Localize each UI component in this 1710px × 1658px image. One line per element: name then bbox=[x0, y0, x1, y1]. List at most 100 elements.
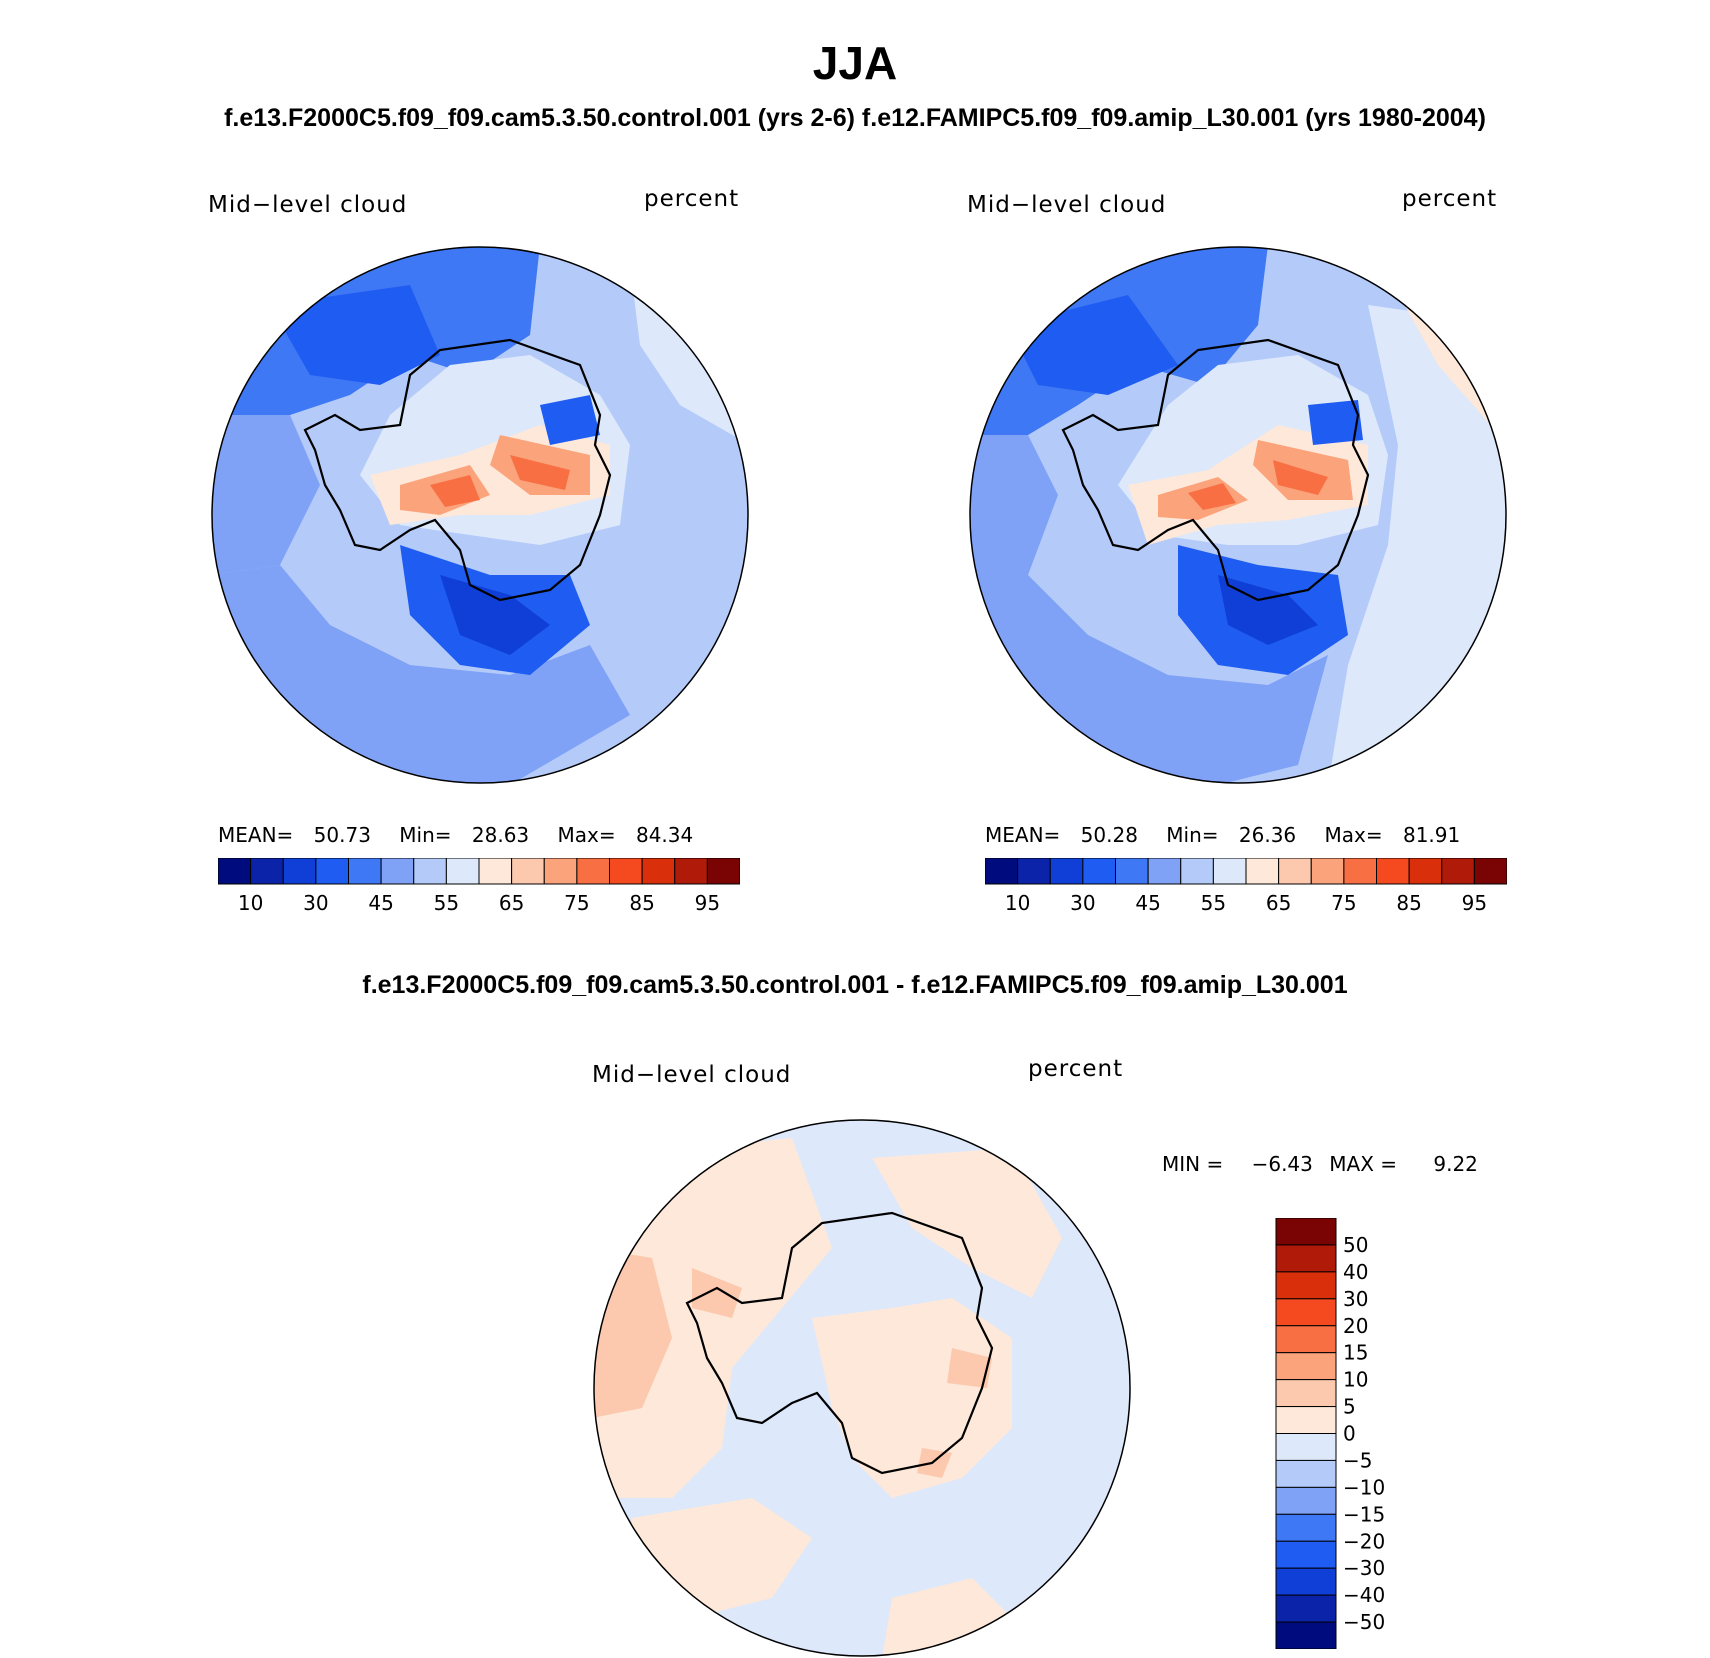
panel1-colorbar-tick-label: 10 bbox=[238, 891, 263, 915]
panel2-units-label: percent bbox=[1402, 186, 1498, 212]
panel1-colorbar-swatch bbox=[511, 858, 545, 885]
panel3-colorbar-swatch bbox=[1275, 1486, 1337, 1515]
panel1-mean-label: MEAN= bbox=[218, 823, 294, 847]
panel1-colorbar-swatch bbox=[609, 858, 643, 885]
panel1-max-label: Max= bbox=[557, 823, 616, 847]
panel3-units-label: percent bbox=[1028, 1056, 1124, 1082]
panel2-colorbar-swatch bbox=[1245, 858, 1280, 885]
panel2-colorbar-tick-label: 85 bbox=[1396, 891, 1421, 915]
panel2-field-left bbox=[970, 435, 1058, 575]
panel3-colorbar-swatch bbox=[1275, 1540, 1337, 1569]
panel3-colorbar-tick-label: −10 bbox=[1343, 1475, 1385, 1499]
panel2-variable-label: Mid−level cloud bbox=[967, 192, 1167, 218]
panel1-colorbar-swatch bbox=[641, 858, 676, 885]
panel3-colorbar-swatch bbox=[1275, 1271, 1337, 1300]
panel2-mean-value: 50.28 bbox=[1080, 823, 1138, 847]
panel2-min-label: Min= bbox=[1166, 823, 1219, 847]
panel1-min-value: 28.63 bbox=[471, 823, 530, 847]
panel1-colorbar-swatch bbox=[348, 858, 382, 885]
panel2-min-value: 26.36 bbox=[1238, 823, 1297, 847]
panel1-colorbar-swatch bbox=[315, 858, 349, 885]
panel2-colorbar-swatch bbox=[1441, 858, 1475, 885]
panel1-colorbar-tick-label: 85 bbox=[629, 891, 654, 915]
panel3-variable-label: Mid−level cloud bbox=[592, 1062, 792, 1088]
panel3-colorbar-swatch bbox=[1275, 1594, 1337, 1623]
panel1-field-blue-east bbox=[540, 395, 600, 445]
panel3-colorbar-tick-label: −50 bbox=[1343, 1610, 1385, 1634]
panel1-colorbar: 10 30 45 55 65 75 85 95 bbox=[218, 858, 740, 915]
panel1-colorbar-swatch bbox=[413, 858, 447, 885]
panel1-colorbar-tick-label: 95 bbox=[695, 891, 720, 915]
panel1-field-red-b bbox=[510, 455, 570, 490]
panel1-colorbar-swatch bbox=[380, 858, 415, 885]
panel1-map-border bbox=[211, 246, 749, 784]
panel1-antarctica-coastline bbox=[303, 338, 612, 602]
figure-subtitle: f.e13.F2000C5.f09_f09.cam5.3.50.control.… bbox=[224, 104, 1486, 132]
panel3-colorbar-tick-label: 40 bbox=[1343, 1260, 1368, 1284]
panel3-colorbar-swatch bbox=[1275, 1459, 1337, 1488]
panel3-field-peach-continent-e bbox=[812, 1298, 1012, 1498]
panel2-colorbar-swatch bbox=[1376, 858, 1410, 885]
panel3-colorbar-tick-label: 10 bbox=[1343, 1368, 1368, 1392]
panel1-colorbar-swatch bbox=[706, 858, 740, 885]
panel2-colorbar-tick-label: 30 bbox=[1070, 891, 1095, 915]
panel3-colorbar-tick-label: 50 bbox=[1343, 1233, 1368, 1257]
panel2-stats: MEAN= 50.28 Min= 26.36 Max= 81.91 bbox=[985, 823, 1507, 847]
panel3-stats: MIN = −6.43 MAX = 9.22 bbox=[1162, 1152, 1478, 1176]
panel3-field-orange-blob-a bbox=[947, 1348, 992, 1388]
panel3-field-peach-west bbox=[594, 1138, 832, 1498]
panel2-colorbar-tick-label: 65 bbox=[1266, 891, 1291, 915]
panel3-colorbar-swatch bbox=[1275, 1352, 1337, 1381]
panel1-colorbar-swatch bbox=[576, 858, 610, 885]
panel1-min-label: Min= bbox=[399, 823, 452, 847]
panel1-colorbar-swatch bbox=[282, 858, 317, 885]
panel1-colorbar-swatch bbox=[543, 858, 578, 885]
panel1-field-blue-south2 bbox=[440, 575, 550, 655]
panel1-units-label: percent bbox=[644, 186, 740, 212]
panel1-max-value: 84.34 bbox=[635, 823, 694, 847]
panel1-variable-label: Mid−level cloud bbox=[208, 192, 408, 218]
panel3-min-value: −6.43 bbox=[1251, 1152, 1313, 1176]
panel3-colorbar-tick-label: −20 bbox=[1343, 1529, 1385, 1553]
panel1-stats: MEAN= 50.73 Min= 28.63 Max= 84.34 bbox=[218, 823, 740, 847]
panel1-field-red-a bbox=[430, 475, 480, 507]
panel3-colorbar-swatch bbox=[1275, 1379, 1337, 1408]
panel3-colorbar-tick-label: −15 bbox=[1343, 1502, 1385, 1526]
panel2-colorbar: 10 30 45 55 65 75 85 95 bbox=[985, 858, 1507, 915]
panel2-colorbar-swatch bbox=[1115, 858, 1149, 885]
panel2-colorbar-swatch bbox=[1147, 858, 1182, 885]
panel3-field-orange-blob-b bbox=[917, 1448, 952, 1478]
panel3-colorbar-swatch bbox=[1275, 1325, 1337, 1354]
panel1-colorbar-swatch bbox=[218, 858, 252, 885]
panel3-colorbar-swatch bbox=[1275, 1298, 1337, 1327]
panel3-colorbar-swatch bbox=[1275, 1433, 1337, 1461]
panel3-colorbar-swatch bbox=[1275, 1621, 1337, 1649]
panel3-colorbar-swatch bbox=[1275, 1218, 1337, 1246]
panel3-colorbar-tick-label: 30 bbox=[1343, 1287, 1368, 1311]
panel2-colorbar-tick-label: 75 bbox=[1331, 891, 1356, 915]
panel2-colorbar-swatch bbox=[985, 858, 1019, 885]
panel3-antarctica-coastline bbox=[685, 1211, 994, 1475]
panel2-colorbar-swatch bbox=[1310, 858, 1345, 885]
panel1-colorbar-swatch bbox=[250, 858, 284, 885]
panel3-colorbar-tick-label: −40 bbox=[1343, 1583, 1385, 1607]
panel1-map bbox=[211, 246, 749, 784]
panel2-colorbar-swatch bbox=[1343, 858, 1377, 885]
panel2-colorbar-tick-label: 55 bbox=[1201, 891, 1226, 915]
panel2-colorbar-swatch bbox=[1082, 858, 1116, 885]
panel3-map bbox=[593, 1119, 1131, 1657]
panel2-mean-label: MEAN= bbox=[985, 823, 1061, 847]
panel2-colorbar-swatch bbox=[1278, 858, 1312, 885]
panel2-colorbar-tick-label: 95 bbox=[1462, 891, 1487, 915]
panel3-colorbar-tick-label: −30 bbox=[1343, 1556, 1385, 1580]
panel2-field-blue-east bbox=[1308, 400, 1363, 445]
panel2-colorbar-swatch bbox=[1180, 858, 1214, 885]
panel2-colorbar-swatch bbox=[1473, 858, 1507, 885]
panel1-colorbar-tick-label: 30 bbox=[303, 891, 328, 915]
panel1-colorbar-tick-label: 45 bbox=[368, 891, 393, 915]
panel1-field-darker-nw bbox=[270, 285, 440, 385]
panel3-colorbar-tick-label: 15 bbox=[1343, 1341, 1368, 1365]
panel3-max-value: 9.22 bbox=[1433, 1152, 1478, 1176]
panel1-colorbar-tick-label: 55 bbox=[434, 891, 459, 915]
